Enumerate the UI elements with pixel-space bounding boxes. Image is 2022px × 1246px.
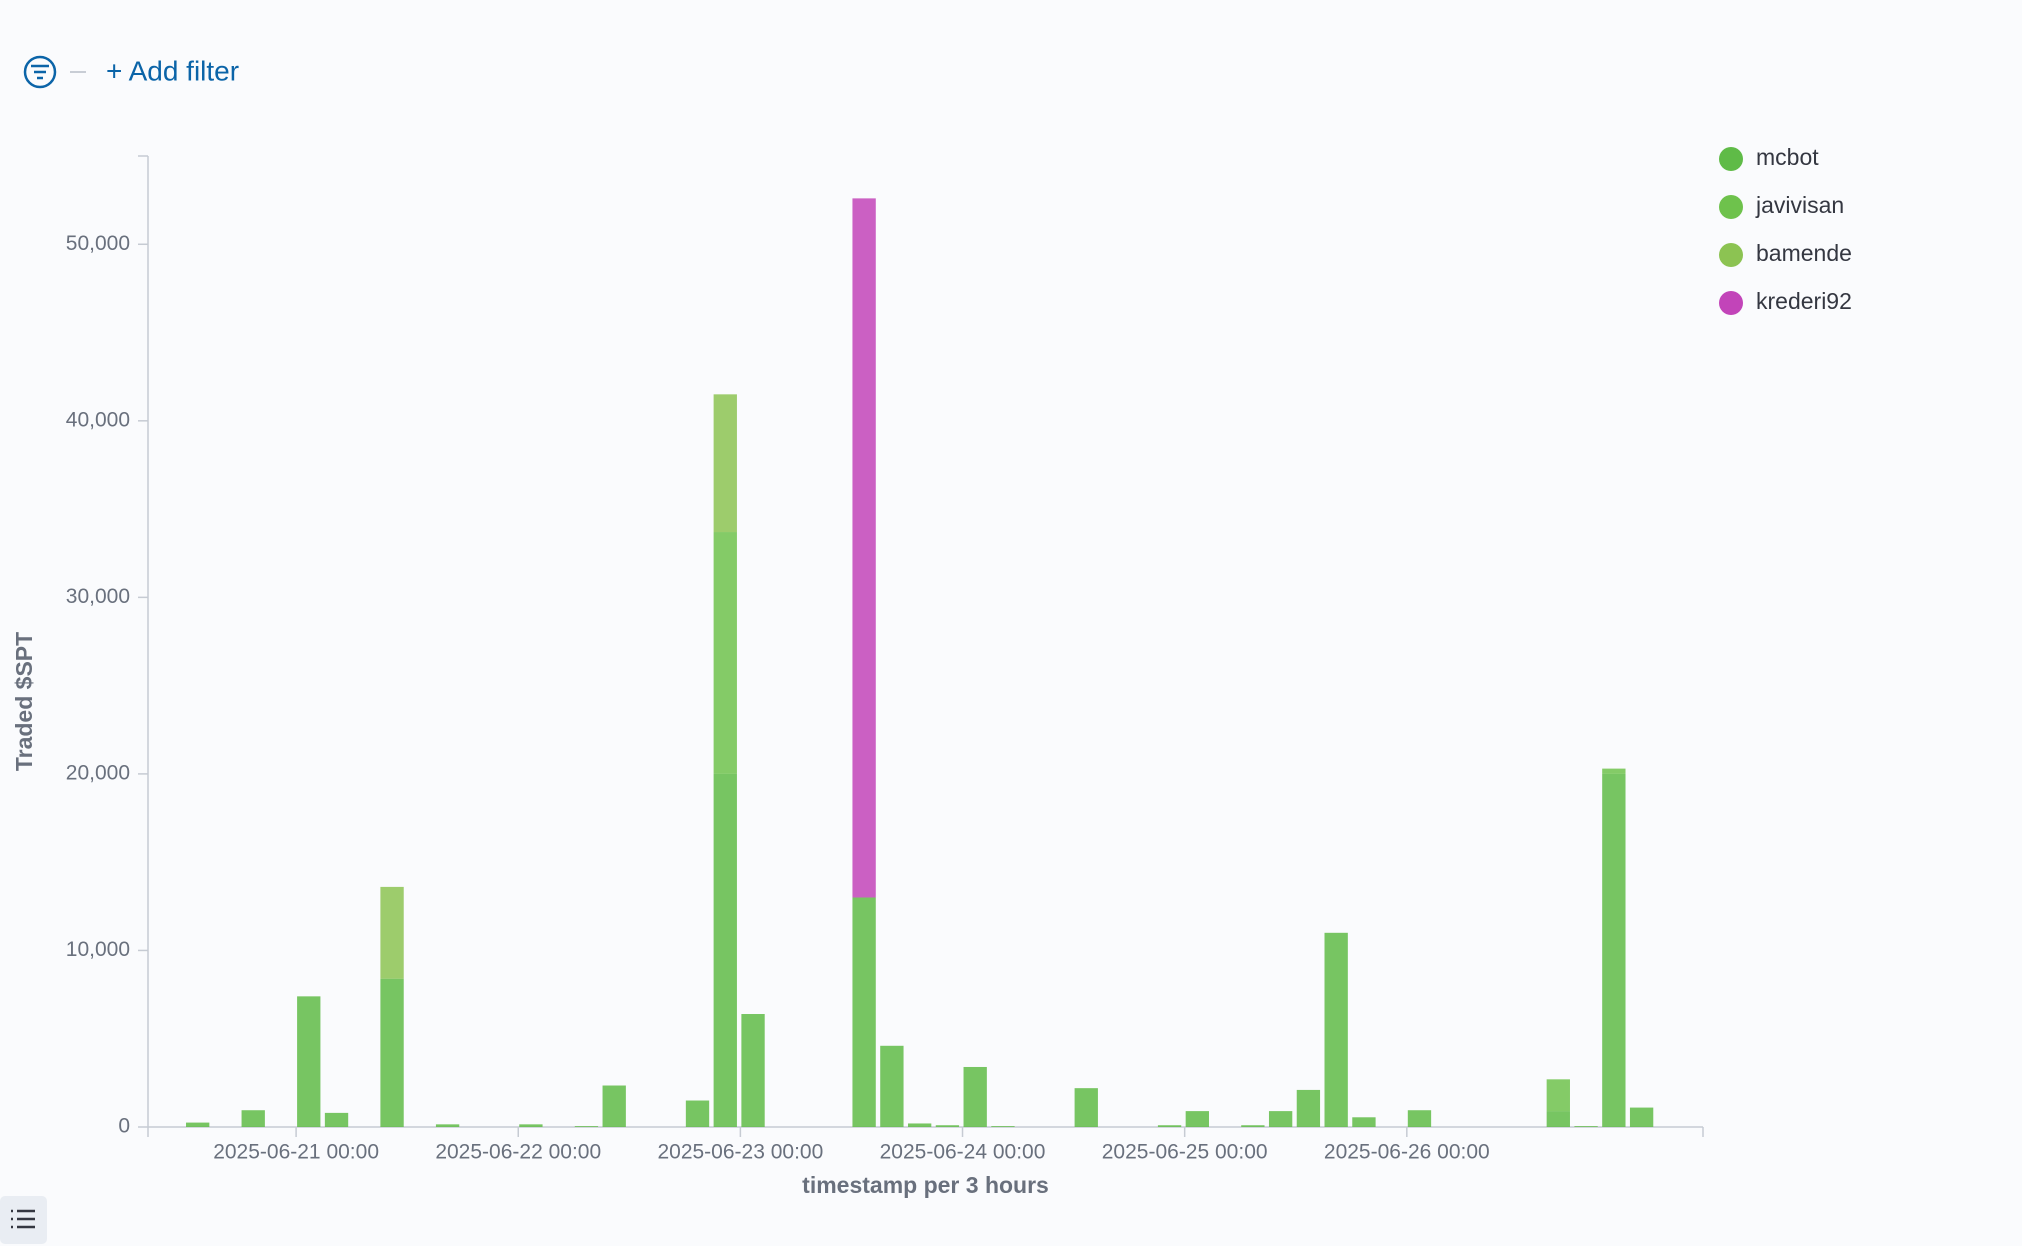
bar [1574, 1126, 1598, 1127]
bar [1241, 1125, 1265, 1127]
bar [713, 532, 737, 774]
bar [1629, 1107, 1654, 1127]
x-tick-label: 2025-06-24 00:00 [880, 1141, 1046, 1164]
legend-swatch [1719, 147, 1743, 171]
chart: 0 10,000 20,000 30,000 40,000 50,000 2025-06-2… [11, 144, 1852, 1198]
bar [1074, 1088, 1098, 1127]
filter-icon[interactable] [23, 55, 57, 89]
legend-item[interactable]: javivisan [1719, 192, 1844, 219]
y-tick-label: 20,000 [66, 761, 130, 784]
legend-item[interactable]: krederi92 [1719, 288, 1852, 315]
bar [713, 773, 737, 1127]
bar [1324, 932, 1348, 1127]
legend-label: mcbot [1756, 144, 1819, 170]
bar [907, 1123, 932, 1127]
legend-toggle-icon [11, 1209, 35, 1229]
x-tick-label: 2025-06-26 00:00 [1324, 1141, 1490, 1164]
bar [602, 1085, 626, 1127]
legend-swatch [1719, 243, 1743, 267]
bar [1157, 1125, 1182, 1127]
y-tick-label: 30,000 [66, 585, 130, 608]
bar [1185, 1111, 1209, 1127]
bar [852, 897, 876, 1127]
bar [1602, 773, 1626, 1127]
bar [963, 1066, 987, 1127]
bar [241, 1110, 265, 1127]
y-tick-label: 10,000 [66, 938, 130, 961]
bar [1352, 1117, 1376, 1127]
bar [1407, 1110, 1432, 1127]
y-tick-label: 50,000 [66, 232, 130, 255]
bar [574, 1126, 599, 1127]
legend-item[interactable]: bamende [1719, 240, 1852, 267]
bar [741, 1014, 765, 1127]
bar [713, 394, 737, 533]
bar [297, 996, 321, 1127]
bar [1296, 1089, 1321, 1127]
x-tick-label: 2025-06-25 00:00 [1102, 1141, 1268, 1164]
y-axis-title: Traded $SPT [11, 632, 37, 771]
legend-swatch [1719, 291, 1743, 315]
bar [852, 198, 876, 898]
bar [519, 1124, 543, 1127]
bar [380, 886, 404, 979]
bar [1602, 768, 1626, 774]
x-tick-label: 2025-06-21 00:00 [213, 1141, 379, 1164]
legend-label: bamende [1756, 240, 1852, 266]
bar [685, 1100, 710, 1127]
bar [991, 1126, 1015, 1127]
add-filter-button[interactable]: + Add filter [106, 55, 239, 86]
bar [880, 1045, 904, 1127]
bar [1546, 1079, 1570, 1112]
bar [1268, 1111, 1293, 1127]
x-tick-label: 2025-06-22 00:00 [435, 1141, 601, 1164]
bar [435, 1124, 460, 1127]
legend-item[interactable]: mcbot [1719, 144, 1819, 171]
y-tick-label: 0 [118, 1115, 130, 1138]
bar [380, 978, 404, 1127]
x-axis-title: timestamp per 3 hours [802, 1172, 1049, 1198]
bar [1546, 1111, 1570, 1127]
bar [324, 1112, 349, 1127]
y-tick-label: 40,000 [66, 408, 130, 431]
x-tick-label: 2025-06-23 00:00 [657, 1141, 823, 1164]
legend-swatch [1719, 195, 1743, 219]
filter-icon-ring [23, 55, 57, 89]
legend-label: krederi92 [1756, 288, 1852, 314]
legend-label: javivisan [1755, 192, 1844, 218]
legend-toggle[interactable] [0, 1196, 47, 1244]
bar [935, 1125, 960, 1127]
bar [186, 1122, 210, 1127]
